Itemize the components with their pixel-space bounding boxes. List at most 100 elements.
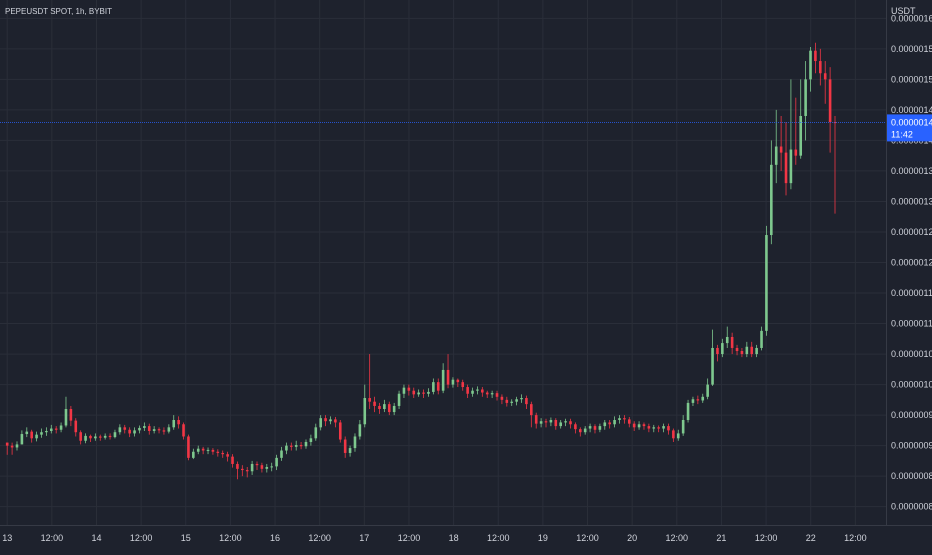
- candle[interactable]: [823, 61, 827, 104]
- candle[interactable]: [490, 390, 494, 399]
- candle[interactable]: [696, 395, 700, 405]
- candle[interactable]: [241, 465, 244, 477]
- candle[interactable]: [79, 430, 82, 445]
- candle[interactable]: [598, 423, 602, 433]
- candle[interactable]: [35, 431, 38, 442]
- candle[interactable]: [231, 454, 234, 468]
- candle[interactable]: [397, 390, 401, 410]
- candle[interactable]: [466, 384, 469, 399]
- candle[interactable]: [711, 329, 714, 386]
- candle[interactable]: [530, 401, 533, 428]
- candle[interactable]: [583, 426, 587, 435]
- candle[interactable]: [69, 405, 73, 427]
- candle[interactable]: [819, 48, 822, 86]
- candle[interactable]: [642, 422, 646, 430]
- candle[interactable]: [280, 446, 283, 461]
- candle[interactable]: [64, 396, 68, 428]
- candle[interactable]: [123, 424, 127, 434]
- candle[interactable]: [314, 423, 318, 441]
- candle[interactable]: [804, 61, 807, 141]
- candle[interactable]: [196, 445, 200, 455]
- candle[interactable]: [745, 341, 749, 358]
- candle[interactable]: [245, 467, 249, 478]
- candle[interactable]: [471, 387, 474, 397]
- candle[interactable]: [564, 418, 567, 427]
- candle[interactable]: [49, 424, 53, 434]
- candle[interactable]: [113, 429, 117, 439]
- candle[interactable]: [574, 422, 577, 434]
- candle[interactable]: [84, 433, 87, 444]
- candle[interactable]: [510, 399, 514, 406]
- candle[interactable]: [324, 415, 327, 427]
- candle[interactable]: [500, 394, 504, 405]
- candle[interactable]: [334, 416, 337, 428]
- candle[interactable]: [770, 140, 773, 245]
- candle[interactable]: [525, 395, 528, 410]
- candle[interactable]: [94, 433, 97, 441]
- candle[interactable]: [5, 442, 9, 455]
- candle[interactable]: [436, 378, 440, 395]
- candle[interactable]: [544, 418, 548, 428]
- candle[interactable]: [182, 422, 185, 440]
- candle[interactable]: [118, 424, 122, 435]
- candle[interactable]: [691, 396, 695, 406]
- candle[interactable]: [417, 389, 420, 397]
- candle[interactable]: [735, 344, 739, 356]
- candle[interactable]: [652, 424, 656, 433]
- candle[interactable]: [368, 354, 371, 410]
- candle[interactable]: [623, 415, 626, 424]
- candle[interactable]: [74, 418, 78, 437]
- candle[interactable]: [534, 412, 538, 429]
- candle[interactable]: [275, 454, 278, 471]
- candle[interactable]: [378, 402, 381, 414]
- candle[interactable]: [167, 424, 171, 434]
- candle[interactable]: [662, 423, 665, 433]
- candle[interactable]: [270, 462, 274, 472]
- candle[interactable]: [373, 396, 376, 413]
- candle[interactable]: [407, 384, 411, 396]
- candle[interactable]: [172, 415, 176, 430]
- candle[interactable]: [446, 354, 450, 389]
- candle[interactable]: [108, 433, 112, 440]
- candle[interactable]: [187, 434, 190, 461]
- candle[interactable]: [348, 445, 352, 457]
- candle[interactable]: [706, 378, 709, 400]
- candle[interactable]: [809, 47, 812, 92]
- candle[interactable]: [15, 441, 19, 451]
- candle[interactable]: [740, 347, 744, 358]
- candle[interactable]: [637, 421, 641, 430]
- candle[interactable]: [828, 67, 832, 153]
- candle[interactable]: [721, 338, 724, 358]
- candle[interactable]: [265, 463, 269, 473]
- candle[interactable]: [618, 415, 621, 424]
- candle[interactable]: [250, 460, 254, 475]
- candle[interactable]: [299, 441, 303, 450]
- candle[interactable]: [593, 424, 597, 434]
- candle[interactable]: [613, 416, 616, 428]
- candle[interactable]: [338, 420, 342, 443]
- candles[interactable]: [5, 42, 837, 480]
- candle[interactable]: [539, 418, 543, 428]
- candle[interactable]: [45, 427, 48, 436]
- candle[interactable]: [554, 418, 558, 430]
- candle[interactable]: [59, 422, 63, 433]
- candle[interactable]: [309, 434, 313, 446]
- candle[interactable]: [289, 442, 293, 451]
- candle[interactable]: [343, 436, 347, 458]
- candle[interactable]: [211, 448, 215, 455]
- candle[interactable]: [157, 427, 161, 434]
- candle[interactable]: [383, 399, 386, 413]
- candle[interactable]: [30, 429, 33, 443]
- candle[interactable]: [495, 390, 499, 401]
- candle[interactable]: [456, 378, 460, 388]
- candle[interactable]: [147, 423, 151, 435]
- candle[interactable]: [138, 425, 141, 434]
- candle[interactable]: [294, 440, 298, 451]
- candle[interactable]: [760, 326, 763, 351]
- candle[interactable]: [143, 422, 146, 431]
- candle[interactable]: [549, 417, 553, 427]
- candle[interactable]: [40, 428, 43, 438]
- candle[interactable]: [627, 416, 631, 428]
- candle[interactable]: [701, 393, 705, 403]
- candle[interactable]: [255, 461, 259, 471]
